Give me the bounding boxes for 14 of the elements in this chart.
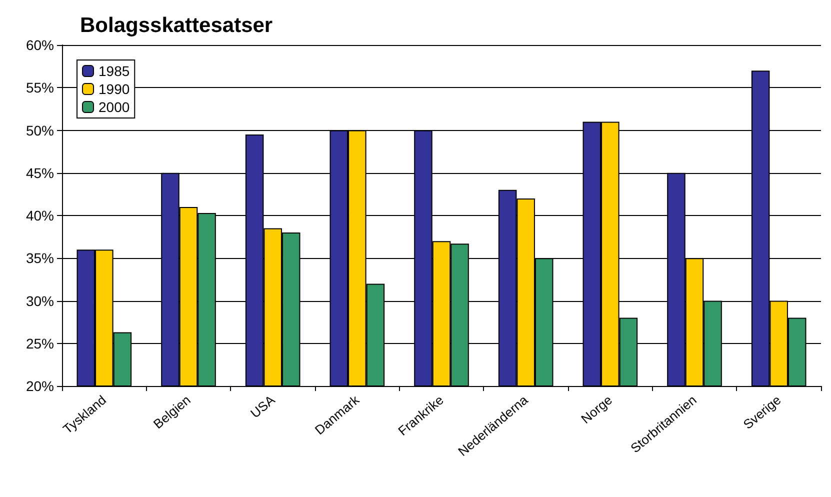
y-tick-label: 55% [26, 80, 54, 96]
y-tick-label: 35% [26, 250, 54, 266]
y-tick-label: 60% [26, 37, 54, 53]
y-tick-label: 25% [26, 335, 54, 352]
legend-label: 2000 [98, 99, 130, 115]
y-tick-label: 50% [26, 122, 54, 138]
chart-title: Bolagsskattesatser [80, 14, 273, 37]
x-tick-label: USA [248, 392, 278, 421]
y-tick-label: 40% [26, 208, 54, 224]
y-tick-label: 30% [26, 292, 54, 309]
legend-label: 1990 [98, 81, 130, 97]
y-tick-label: 45% [26, 164, 54, 181]
legend-label: 1985 [98, 63, 130, 79]
y-tick-label: 20% [26, 378, 54, 394]
